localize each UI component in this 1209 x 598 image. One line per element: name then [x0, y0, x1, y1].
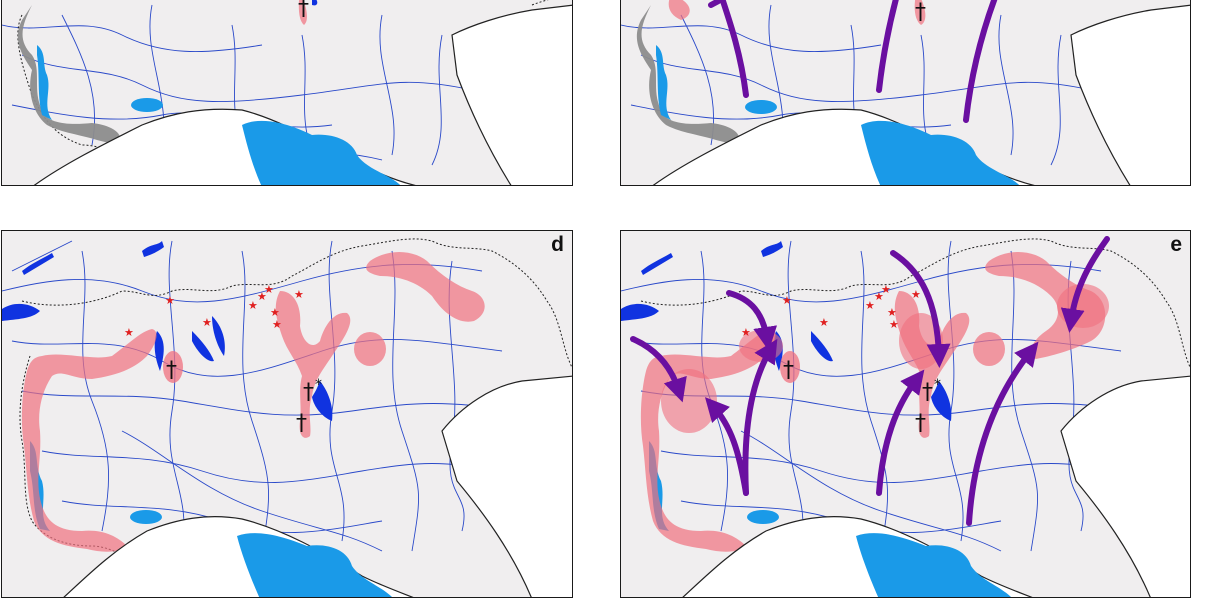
- stars: ★ ★ ★ ★ ★ ★ ★ ★ ★: [124, 283, 304, 339]
- map-panel-top-left: †: [1, 0, 573, 186]
- sea-adriatic: [1070, 4, 1190, 185]
- svg-text:★: ★: [257, 290, 267, 303]
- map-e: † † † * ★ ★ ★ ★ ★ ★ ★ ★ ★: [621, 236, 1190, 597]
- svg-text:★: ★: [889, 318, 899, 331]
- range-pink-spot: [354, 332, 386, 366]
- crosses: † † †: [166, 358, 314, 436]
- lake-dark: [931, 381, 952, 421]
- svg-text:★: ★: [124, 326, 134, 339]
- rivers: [2, 240, 523, 552]
- arrow: [963, 0, 998, 123]
- lake-dark: [312, 381, 333, 421]
- border-dotted: [531, 0, 549, 6]
- range-pink-central: [275, 291, 351, 438]
- range-pink-north: [914, 0, 926, 25]
- svg-text:★: ★: [741, 326, 751, 339]
- lake-dark: [142, 241, 164, 257]
- svg-text:★: ★: [865, 299, 875, 312]
- arrow: [708, 0, 726, 8]
- migration-arrows: [708, 0, 998, 123]
- lake-dark: [761, 241, 783, 257]
- asterisk-symbol: *: [315, 377, 322, 393]
- map-panel-d: † † † * ★ ★ ★ ★ ★ ★ ★ ★ ★ d: [1, 230, 573, 598]
- lake-po-delta: [242, 120, 400, 185]
- svg-text:★: ★: [264, 283, 274, 296]
- cross-symbol: †: [303, 380, 314, 405]
- svg-text:★: ★: [887, 306, 897, 319]
- range-pink-spot: [973, 332, 1005, 366]
- arrow: [876, 0, 899, 93]
- range-gray: [17, 5, 121, 145]
- range-pink-north: [298, 0, 307, 25]
- svg-text:★: ★: [911, 288, 921, 301]
- map-panel-e: † † † * ★ ★ ★ ★ ★ ★ ★ ★ ★: [620, 230, 1191, 598]
- stars: ★ ★ ★ ★ ★ ★ ★ ★ ★: [741, 283, 921, 339]
- lake-dark: [192, 331, 214, 362]
- lake-po-delta: [237, 533, 392, 597]
- range-pink-site: [163, 351, 183, 383]
- lake-dark: [154, 331, 164, 371]
- svg-text:★: ★: [248, 299, 258, 312]
- migration-arrows: [630, 236, 1110, 526]
- arrow-central-down: [890, 250, 951, 368]
- lake-small: [747, 510, 779, 524]
- sea-adriatic: [441, 375, 572, 597]
- cross-symbol: †: [915, 0, 926, 25]
- map-panel-top-right: †: [620, 0, 1191, 186]
- svg-text:★: ★: [270, 306, 280, 319]
- panel-label-d: d: [551, 233, 564, 256]
- range-pink-nw: [668, 0, 690, 20]
- map-top-left: †: [2, 0, 572, 185]
- cross-symbol: †: [783, 358, 794, 383]
- asterisk-symbol: *: [934, 377, 941, 393]
- svg-text:★: ★: [874, 290, 884, 303]
- lake-light-west: [37, 45, 52, 120]
- cross-symbol: †: [922, 380, 933, 405]
- cross-symbol: †: [166, 358, 177, 383]
- lake-dark: [641, 253, 673, 275]
- arrow-ne-down: [1060, 236, 1110, 333]
- lake-dark: [811, 331, 833, 362]
- arrow-east-up: [966, 341, 1039, 526]
- range-pink-core: [1057, 284, 1109, 328]
- lake-small: [745, 100, 777, 114]
- svg-text:★: ★: [782, 294, 792, 307]
- lake-po-delta: [861, 120, 1019, 185]
- svg-text:★: ★: [294, 288, 304, 301]
- lake-dark: [2, 303, 40, 321]
- range-pink: [21, 329, 157, 552]
- range-gray: [636, 5, 740, 145]
- lake-po-delta: [856, 533, 1011, 597]
- arrow-up-north: [742, 338, 778, 496]
- svg-text:★: ★: [202, 316, 212, 329]
- arrow: [719, 0, 749, 98]
- svg-text:★: ★: [165, 294, 175, 307]
- lake-dark: [22, 253, 54, 275]
- cross-symbol: †: [296, 411, 307, 436]
- sea-adriatic: [1060, 375, 1190, 597]
- panel-label-e: e: [1170, 233, 1182, 256]
- crosses: † † †: [783, 358, 933, 436]
- arrow-west-in: [630, 336, 687, 403]
- lake-dark-north: [312, 0, 318, 6]
- lake-small: [131, 98, 163, 112]
- lake-small: [130, 510, 162, 524]
- lake-dark: [621, 303, 659, 321]
- map-top-right: †: [621, 0, 1190, 185]
- map-d: † † † * ★ ★ ★ ★ ★ ★ ★ ★ ★: [2, 238, 572, 597]
- svg-text:★: ★: [881, 283, 891, 296]
- cross-symbol: †: [915, 411, 926, 436]
- lake-dark: [212, 316, 225, 356]
- arrow-north-down: [726, 290, 778, 351]
- sea-adriatic: [451, 4, 572, 185]
- arrow-central-up: [876, 369, 925, 496]
- lake-light-west: [656, 45, 671, 120]
- range-pink-northeast: [366, 252, 485, 322]
- range-pink-core: [661, 369, 717, 433]
- svg-text:★: ★: [272, 318, 282, 331]
- svg-text:★: ★: [819, 316, 829, 329]
- range-pink-site: [780, 351, 800, 383]
- cross-symbol: †: [298, 0, 309, 21]
